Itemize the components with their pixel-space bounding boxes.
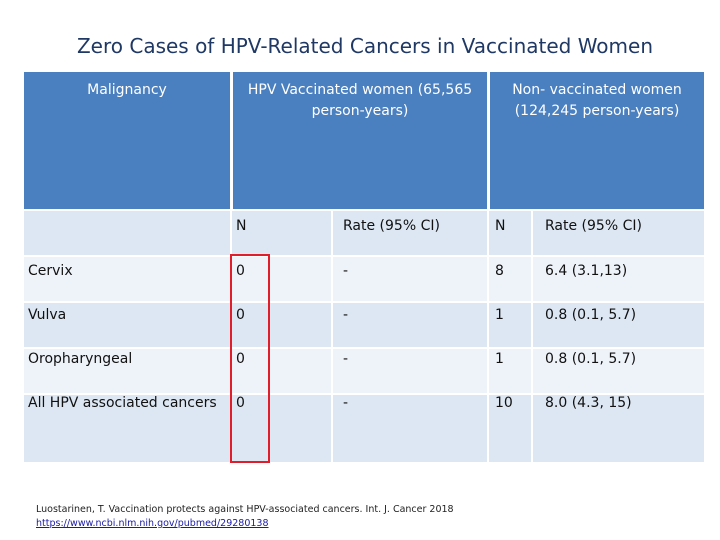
subheader-non-rate: Rate (95% CI) <box>545 218 642 234</box>
cell-non-n: 8 <box>495 263 504 279</box>
highlight-box <box>230 254 270 463</box>
citation-text: Luostarinen, T. Vaccination protects aga… <box>36 504 454 515</box>
table-row <box>24 257 704 301</box>
table-row <box>24 349 704 393</box>
cell-non-rate: 0.8 (0.1, 5.7) <box>545 307 637 323</box>
cell-malignancy: Oropharyngeal <box>28 351 133 367</box>
cell-vac-n: 0 <box>236 395 245 411</box>
subheader-vac-n: N <box>236 218 247 234</box>
citation-link[interactable]: https://www.ncbi.nlm.nih.gov/pubmed/2928… <box>36 518 269 529</box>
column-divider <box>331 209 333 462</box>
header-malignancy: Malignancy <box>87 82 167 98</box>
table-row <box>24 395 704 462</box>
cell-vac-rate: - <box>343 351 349 367</box>
cell-non-n: 1 <box>495 351 504 367</box>
citation: Luostarinen, T. Vaccination protects aga… <box>36 503 454 531</box>
header-vaccinated: HPV Vaccinated women (65,565 person-year… <box>247 82 473 119</box>
page-title: Zero Cases of HPV-Related Cancers in Vac… <box>76 34 654 58</box>
cell-vac-rate: - <box>343 395 349 411</box>
cell-non-rate: 6.4 (3.1,13) <box>545 263 628 279</box>
subheader-non-n: N <box>495 218 506 234</box>
cell-vac-rate: - <box>343 307 349 323</box>
cell-vac-n: 0 <box>236 263 245 279</box>
cell-vac-n: 0 <box>236 351 245 367</box>
subheader-vac-rate: Rate (95% CI) <box>343 218 440 234</box>
cell-non-rate: 8.0 (4.3, 15) <box>545 395 632 411</box>
cell-non-n: 1 <box>495 307 504 323</box>
cell-non-rate: 0.8 (0.1, 5.7) <box>545 351 637 367</box>
data-table: Malignancy HPV Vaccinated women (65,565 … <box>24 72 704 463</box>
cell-malignancy: Cervix <box>28 263 73 279</box>
header-nonvaccinated: Non- vaccinated women (124,245 person-ye… <box>512 82 682 119</box>
cell-vac-n: 0 <box>236 307 245 323</box>
column-divider <box>487 209 489 462</box>
cell-vac-rate: - <box>343 263 349 279</box>
table-row <box>24 303 704 347</box>
cell-malignancy: Vulva <box>28 307 67 323</box>
cell-malignancy: All HPV associated cancers <box>28 395 217 411</box>
cell-non-n: 10 <box>495 395 513 411</box>
subheader-row <box>24 211 704 255</box>
header-divider <box>487 72 490 209</box>
column-divider <box>531 209 533 462</box>
table-header-band <box>24 72 704 209</box>
header-divider <box>230 72 233 209</box>
